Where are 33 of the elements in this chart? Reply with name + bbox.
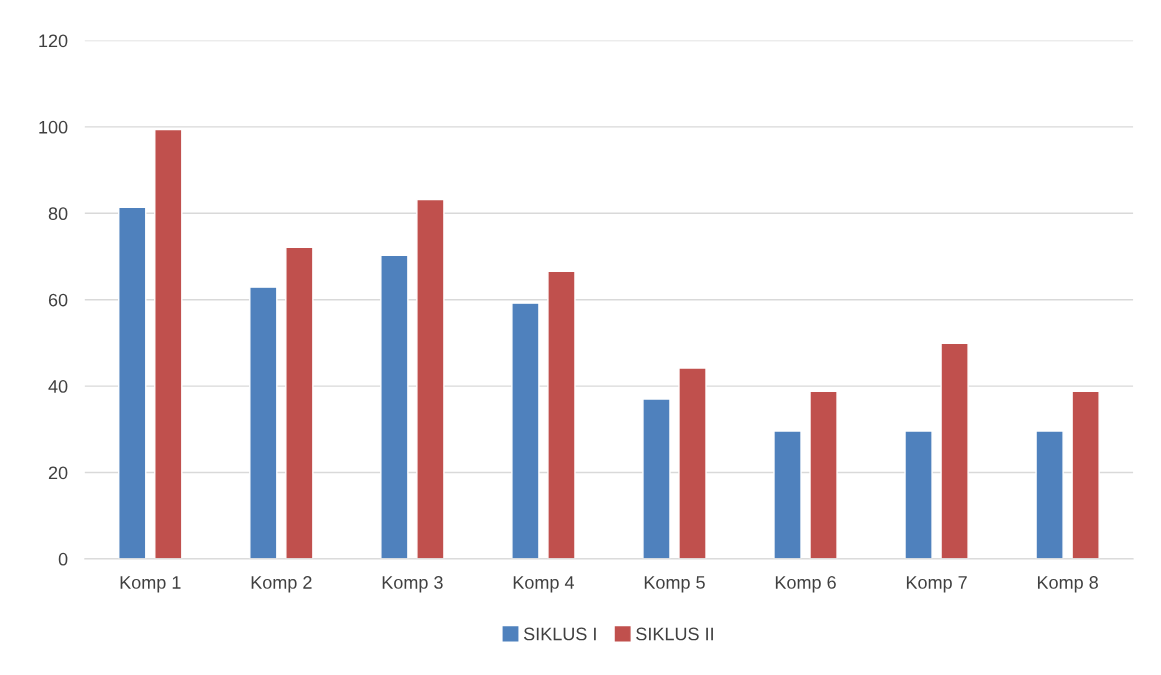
bar [285,246,314,559]
bar [416,198,445,559]
y-tick-label: 80 [48,207,68,221]
y-tick-label: 20 [48,466,68,480]
x-tick-label: Komp 2 [251,576,312,593]
legend-label: SIKLUS I [523,627,596,641]
y-tick-label: 60 [48,293,68,307]
bar [249,286,278,559]
bar [118,206,147,559]
y-tick-label: 40 [48,380,68,393]
bar [154,128,183,559]
bar [904,430,933,559]
legend-label: SIKLUS II [636,627,713,641]
bar [773,430,802,559]
bar [678,367,707,559]
bar [642,398,671,559]
x-tick-label: Komp 4 [513,576,575,593]
bar [511,302,540,559]
x-tick-label: Komp 5 [644,576,705,593]
bar [1035,430,1064,559]
y-tick-label: 0 [58,552,68,566]
x-tick-label: Komp 3 [382,576,443,593]
bar [809,390,838,559]
x-tick-label: Komp 6 [775,576,836,593]
y-tick-label: 120 [39,34,68,48]
x-tick-label: Komp 8 [1037,576,1098,593]
bar [940,342,969,559]
y-tick-label: 100 [39,120,68,134]
x-tick-label: Komp 7 [906,576,967,593]
bar [380,254,409,559]
x-tick-label: Komp 1 [120,576,181,593]
bar [1071,390,1100,559]
bar [547,270,576,559]
